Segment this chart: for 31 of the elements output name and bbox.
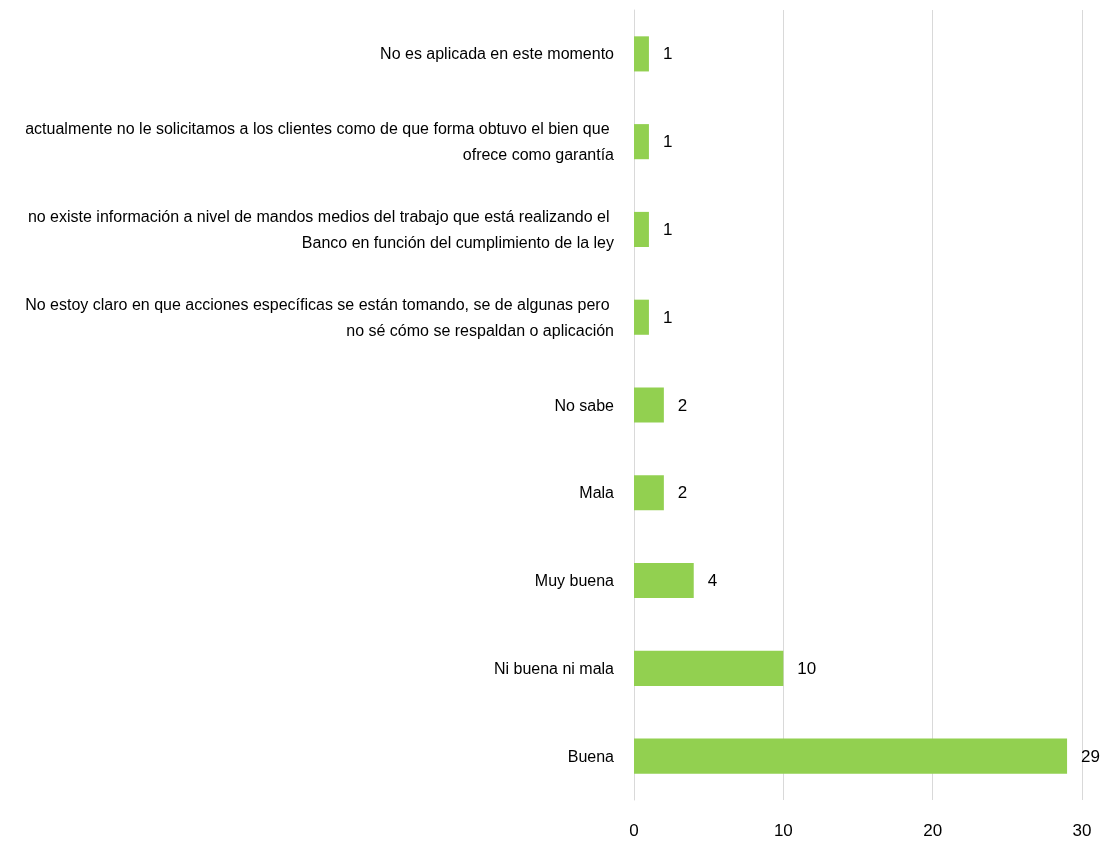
y-tick-label: Muy buena — [534, 572, 615, 590]
x-tick-label: 30 — [1072, 821, 1092, 840]
y-tick-label: No estoy claro en que acciones específicas se están tomando, se de algunas pero no sé cómo se respaldan o aplicación — [25, 295, 614, 339]
data-label: 1 — [662, 132, 673, 152]
bar — [634, 124, 649, 160]
x-tick-label: 20 — [923, 821, 943, 840]
y-tick-label: No sabe — [554, 396, 615, 414]
y-tick-label: Buena — [567, 747, 615, 765]
data-label: 10 — [797, 658, 817, 678]
data-label: 1 — [662, 219, 673, 239]
data-label: 2 — [677, 395, 688, 415]
data-label: 4 — [707, 571, 718, 591]
y-tick-label: Ni buena ni mala — [493, 659, 615, 677]
y-tick-label: actualmente no le solicitamos a los clientes como de que forma obtuvo el bien que ofrece como garantía — [25, 120, 615, 164]
y-tick-label: Mala — [579, 484, 615, 502]
x-tick-label: 0 — [629, 821, 639, 840]
bar — [634, 738, 1068, 774]
bar — [634, 299, 649, 335]
bar — [634, 387, 664, 423]
bar — [634, 563, 694, 599]
bar — [634, 475, 664, 511]
data-label: 1 — [662, 44, 673, 64]
y-tick-label: no existe información a nivel de mandos medios del trabajo que está realizando el Banco en función del cumplimiento de la ley — [27, 207, 614, 251]
x-tick-label: 10 — [773, 821, 793, 840]
bar — [634, 36, 649, 72]
data-label: 2 — [677, 483, 688, 503]
data-label: 29 — [1081, 746, 1100, 766]
bar — [634, 650, 784, 686]
bar — [634, 211, 649, 247]
data-label: 1 — [662, 307, 673, 327]
y-tick-label: No es aplicada en este momento — [380, 45, 615, 63]
